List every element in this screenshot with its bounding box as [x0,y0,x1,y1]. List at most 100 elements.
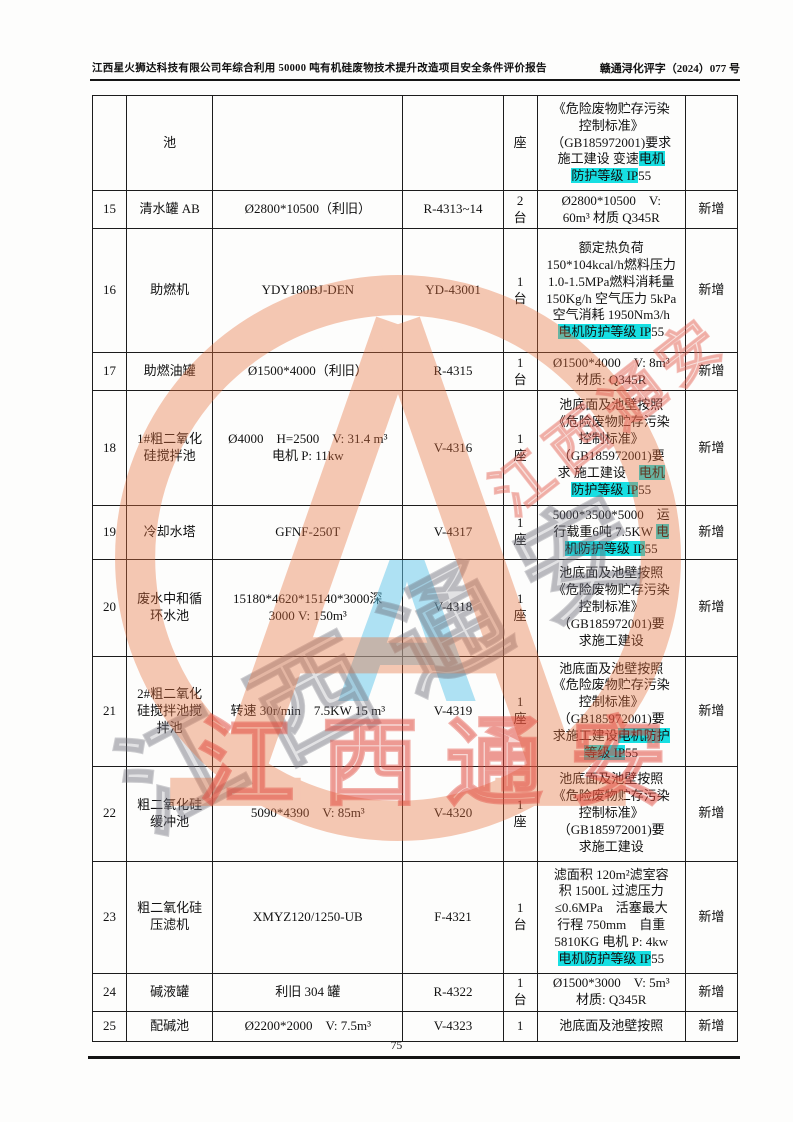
cell-remark: 《危险废物贮存污染 控制标准》 （GB185972001)要求 施工建设 变速电… [536,95,686,191]
cell-model: V-4320 [402,765,504,862]
table-row: 16 助燃机 YDY180BJ-DEN YD-43001 1 台 额定热负荷 1… [91,228,739,353]
cell-spec: 15180*4620*15140*3000深 3000 V: 150m³ [212,558,404,657]
footer-rule [88,1056,740,1059]
cell-status: 新增 [684,655,739,767]
cell-spec: 5090*4390 V: 85m³ [212,765,404,862]
cell-spec: 利旧 304 罐 [212,972,404,1012]
cell-spec: Ø1500*4000（利旧） [212,352,404,391]
cell-no: 24 [91,972,128,1012]
cell-model: R-4315 [402,352,504,391]
table-row: 18 1#粗二氧化 硅搅拌池 Ø4000 H=2500 V: 31.4 m³ 电… [91,390,739,506]
cell-remark: 滤面积 120m²滤室容 积 1500L 过滤压力 ≤0.6MPa 活塞最大 行… [536,860,686,974]
cell-no: 17 [91,352,128,391]
cell-qty: 1 座 [502,390,538,506]
cell-name: 助燃油罐 [126,352,214,391]
cell-remark: 池底面及池壁按照 《危险废物贮存污染 控制标准》 （GB185972001)要 … [536,390,686,506]
cell-model: R-4322 [402,972,504,1012]
cell-name: 冷却水塔 [126,505,214,560]
cell-spec: YDY180BJ-DEN [212,228,404,353]
cell-spec: XMYZ120/1250-UB [212,860,404,974]
cell-model: YD-43001 [402,228,504,353]
cell-spec: Ø2800*10500（利旧） [212,190,404,229]
cell-remark: 额定热负荷 150*104kcal/h燃料压力 1.0-1.5MPa燃料消耗量 … [536,228,686,353]
cell-status: 新增 [684,390,739,506]
cell-status: 新增 [684,352,739,391]
cell-name: 助燃机 [126,228,214,353]
cell-remark: 池底面及池壁按照 《危险废物贮存污染 控制标准》 （GB185972001)要 … [536,558,686,657]
table-row: 21 2#粗二氧化 硅搅拌池搅 拌池 转速 30r/min 7.5KW 15 m… [91,655,739,767]
cell-no: 23 [91,860,128,974]
cell-no: 22 [91,765,128,862]
cell-name: 粗二氧化硅 压滤机 [126,860,214,974]
document-header: 江西星火狮达科技有限公司年综合利用 50000 吨有机硅废物技术提升改造项目安全… [92,60,740,78]
cell-no [91,95,128,191]
table-row: 24 碱液罐 利旧 304 罐 R-4322 1 台 Ø1500*3000 V:… [91,972,739,1012]
cell-qty: 1 座 [502,655,538,767]
cell-no: 16 [91,228,128,353]
cell-model: V-4318 [402,558,504,657]
cell-model: V-4323 [402,1010,504,1042]
cell-qty: 2 台 [502,190,538,229]
table-row: 19 冷却水塔 GFNF-250T V-4317 1 座 5000*3500*5… [91,505,739,560]
cell-remark: Ø2800*10500 V: 60m³ 材质 Q345R [536,190,686,229]
cell-name: 1#粗二氧化 硅搅拌池 [126,390,214,506]
cell-spec: Ø4000 H=2500 V: 31.4 m³ 电机 P: 11kw [212,390,404,506]
cell-spec: GFNF-250T [212,505,404,560]
cell-remark: 5000*3500*5000 运 行载重6吨 7.5KW 电 机防护等级 IP5… [536,505,686,560]
table-row: 17 助燃油罐 Ø1500*4000（利旧） R-4315 1 台 Ø1500*… [91,352,739,391]
cell-no: 20 [91,558,128,657]
cell-model [402,95,504,191]
remark-highlight: 电机防护等级 IP [558,950,652,966]
header-report-title: 江西星火狮达科技有限公司年综合利用 50000 吨有机硅废物技术提升改造项目安全… [92,63,547,74]
cell-remark: 池底面及池壁按照 [536,1010,686,1042]
cell-remark: 池底面及池壁按照 《危险废物贮存污染 控制标准》 （GB185972001)要 … [536,655,686,767]
remark-highlight: 电机防护等级 IP [558,324,652,340]
cell-remark: Ø1500*3000 V: 5m³ 材质: Q345R [536,972,686,1012]
page-number: 75 [390,1040,403,1052]
cell-no: 25 [91,1010,128,1042]
table-row: 20 废水中和循 环水池 15180*4620*15140*3000深 3000… [91,558,739,657]
cell-spec [212,95,404,191]
cell-qty: 1 座 [502,765,538,862]
cell-qty: 1 台 [502,860,538,974]
table-row: 25 配碱池 Ø2200*2000 V: 7.5m³ V-4323 1 池底面及… [91,1010,739,1042]
cell-qty: 1 [502,1010,538,1042]
cell-no: 21 [91,655,128,767]
cell-model: F-4321 [402,860,504,974]
equipment-table: 池 座 《危险废物贮存污染 控制标准》 （GB185972001)要求 施工建设… [91,95,739,1042]
cell-remark: Ø1500*4000 V: 8m³ 材质: Q345R [536,352,686,391]
cell-name: 粗二氧化硅 缓冲池 [126,765,214,862]
cell-name: 配碱池 [126,1010,214,1042]
cell-model: V-4317 [402,505,504,560]
cell-status: 新增 [684,558,739,657]
table-row: 15 清水罐 AB Ø2800*10500（利旧） R-4313~14 2 台 … [91,190,739,229]
cell-name: 清水罐 AB [126,190,214,229]
cell-name: 废水中和循 环水池 [126,558,214,657]
cell-status: 新增 [684,228,739,353]
cell-name: 池 [126,95,214,191]
cell-spec: Ø2200*2000 V: 7.5m³ [212,1010,404,1042]
header-rule [90,79,740,81]
cell-model: V-4316 [402,390,504,506]
cell-status: 新增 [684,765,739,862]
cell-model: V-4319 [402,655,504,767]
cell-status [684,95,739,191]
cell-qty: 1 台 [502,972,538,1012]
cell-spec: 转速 30r/min 7.5KW 15 m³ [212,655,404,767]
table-row: 池 座 《危险废物贮存污染 控制标准》 （GB185972001)要求 施工建设… [91,95,739,191]
cell-qty: 座 [502,95,538,191]
cell-name: 碱液罐 [126,972,214,1012]
cell-status: 新增 [684,190,739,229]
cell-qty: 1 台 [502,228,538,353]
cell-remark: 池底面及池壁按照 《危险废物贮存污染 控制标准》 （GB185972001)要 … [536,765,686,862]
cell-qty: 1 台 [502,352,538,391]
cell-status: 新增 [684,860,739,974]
cell-status: 新增 [684,505,739,560]
cell-status: 新增 [684,972,739,1012]
cell-model: R-4313~14 [402,190,504,229]
cell-no: 15 [91,190,128,229]
cell-name: 2#粗二氧化 硅搅拌池搅 拌池 [126,655,214,767]
cell-status: 新增 [684,1010,739,1042]
cell-qty: 1 座 [502,505,538,560]
